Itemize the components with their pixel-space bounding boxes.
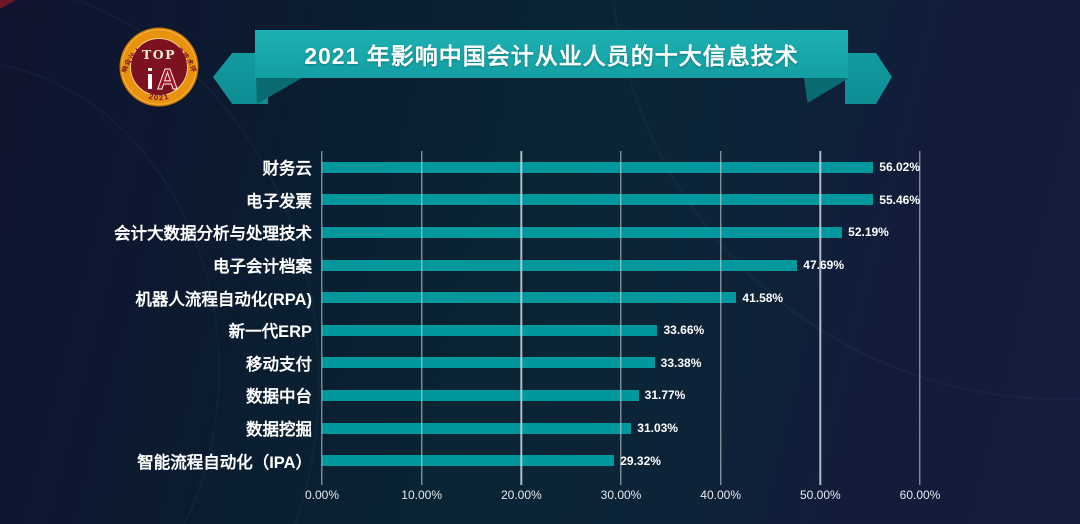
- bar: [322, 194, 874, 206]
- axis-tick-label: 0.00%: [304, 488, 340, 502]
- tick-mark: [520, 477, 523, 485]
- tick-mark: [420, 477, 423, 485]
- top-ia-badge-logo: 影响会计人员的十大信息技术评选 2021 TOP iA: [119, 27, 199, 107]
- axis-tick-label: 10.00%: [401, 488, 443, 502]
- value-label: 29.32%: [620, 453, 661, 468]
- category-label: 电子发票: [246, 192, 312, 211]
- tick-mark: [321, 477, 323, 485]
- chart-row: 31.77%: [322, 379, 920, 412]
- value-label: 55.46%: [879, 192, 920, 207]
- value-label: 33.66%: [663, 323, 705, 338]
- bar: [322, 324, 658, 336]
- corner-red-accent: [0, 0, 16, 9]
- category-label: 新一代ERP: [228, 323, 312, 342]
- bar: [322, 422, 632, 434]
- category-label: 会计大数据分析与处理技术: [114, 225, 312, 244]
- value-label: 52.19%: [848, 225, 889, 240]
- tick-mark: [919, 477, 921, 485]
- category-label: 智能流程自动化（IPA）: [137, 453, 312, 472]
- value-label: 41.58%: [742, 290, 784, 305]
- chart-row: 52.19%: [322, 216, 920, 249]
- chart-row: 29.32%: [322, 444, 920, 477]
- category-label: 数据中台: [246, 388, 312, 407]
- ribbon-right-fold: [804, 78, 849, 103]
- axis-tick-label: 20.00%: [500, 488, 542, 502]
- bar: [322, 292, 737, 304]
- chart-row: 33.66%: [322, 314, 920, 347]
- axis-tick-label: 60.00%: [899, 488, 941, 502]
- x-axis-labels: 0.00% 10.00% 20.00% 30.00% 40.00% 50.00%…: [305, 488, 940, 504]
- bar: [322, 357, 655, 369]
- bar: [322, 226, 843, 238]
- bar: [322, 259, 798, 271]
- chart-row: 47.69%: [322, 249, 920, 282]
- chart-row: 31.03%: [322, 412, 920, 445]
- badge-year: 2021: [148, 92, 171, 103]
- category-label: 数据挖掘: [246, 421, 312, 440]
- title-ribbon: 2021 年影响中国会计从业人员的十大信息技术: [0, 0, 1080, 130]
- bar: [322, 161, 874, 173]
- chart-row: 41.58%: [322, 281, 920, 314]
- tick-mark: [719, 477, 722, 485]
- bar: [322, 455, 615, 467]
- chart-row: 56.02%: [322, 151, 920, 184]
- chart-row: 55.46%: [322, 184, 920, 217]
- badge-top-label: TOP: [142, 47, 176, 62]
- category-label: 机器人流程自动化(RPA): [135, 290, 312, 309]
- chart-row: 33.38%: [322, 347, 920, 380]
- axis-tick-label: 30.00%: [600, 488, 642, 502]
- axis-tick-label: 40.00%: [700, 488, 742, 502]
- tick-mark: [819, 477, 822, 485]
- value-label: 31.77%: [644, 388, 686, 403]
- bar-chart-plot-area: 56.02% 55.46% 52.19% 47.69% 41.58% 33.66…: [321, 151, 921, 477]
- tick-mark: [620, 477, 622, 485]
- bar: [322, 389, 639, 401]
- category-label: 财务云: [262, 160, 313, 179]
- x-axis-ticks: [321, 477, 921, 485]
- axis-tick-label: 50.00%: [799, 488, 841, 502]
- value-label: 33.38%: [660, 355, 702, 370]
- category-label: 移动支付: [246, 355, 312, 374]
- ribbon-band: 2021 年影响中国会计从业人员的十大信息技术: [255, 30, 848, 78]
- category-label: 电子会计档案: [213, 258, 312, 277]
- value-label: 31.03%: [637, 421, 678, 436]
- badge-inner-circle: [130, 38, 188, 96]
- bar-rows: 56.02% 55.46% 52.19% 47.69% 41.58% 33.66…: [322, 151, 920, 477]
- value-label: 47.69%: [803, 258, 844, 273]
- page-title: 2021 年影响中国会计从业人员的十大信息技术: [304, 43, 799, 69]
- value-label: 56.02%: [879, 160, 920, 175]
- ribbon-left-fold: [256, 78, 302, 104]
- y-axis-category-labels: 财务云 电子发票 会计大数据分析与处理技术 电子会计档案 机器人流程自动化(RP…: [30, 151, 312, 477]
- ribbon-right-tail: [845, 53, 892, 104]
